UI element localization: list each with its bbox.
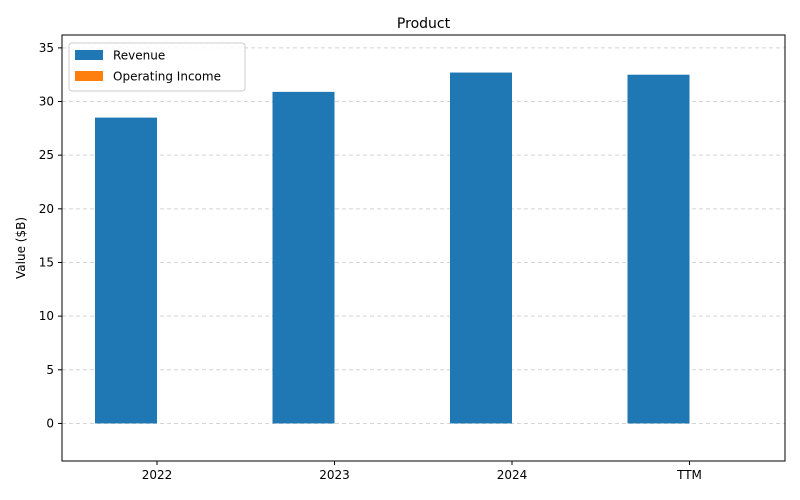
y-axis-ticks: 0 5 10 15 20 25 30 35 [39,41,62,430]
bar-revenue-2023 [272,91,335,424]
bar-revenue-2024 [450,72,512,424]
chart-title: Product [397,16,451,32]
legend: Revenue Operating Income [68,42,246,92]
bars [95,72,690,424]
legend-box [68,42,246,92]
legend-label-revenue: Revenue [113,49,165,63]
x-tick-label-2024: 2024 [497,468,528,482]
y-tick-label-25: 25 [39,148,54,162]
plot-frame [61,34,786,462]
y-tick-label-20: 20 [39,202,54,216]
y-tick-label-10: 10 [39,309,54,323]
bar-revenue-ttm [627,74,690,424]
legend-swatch-revenue [75,50,103,60]
x-axis-ticks: 2022 2023 2024 TTM [142,461,702,482]
bar-revenue-2022 [95,117,157,424]
legend-swatch-operating-income [75,71,103,81]
x-tick-label-ttm: TTM [676,468,702,482]
y-tick-label-0: 0 [46,416,54,430]
y-axis-title: Value ($B) [14,217,28,279]
x-tick-label-2023: 2023 [319,468,350,482]
y-tick-label-35: 35 [39,41,54,55]
x-tick-label-2022: 2022 [142,468,173,482]
y-tick-label-30: 30 [39,95,54,109]
y-tick-label-15: 15 [39,255,54,269]
legend-label-operating-income: Operating Income [113,70,221,84]
y-tick-label-5: 5 [46,363,54,377]
